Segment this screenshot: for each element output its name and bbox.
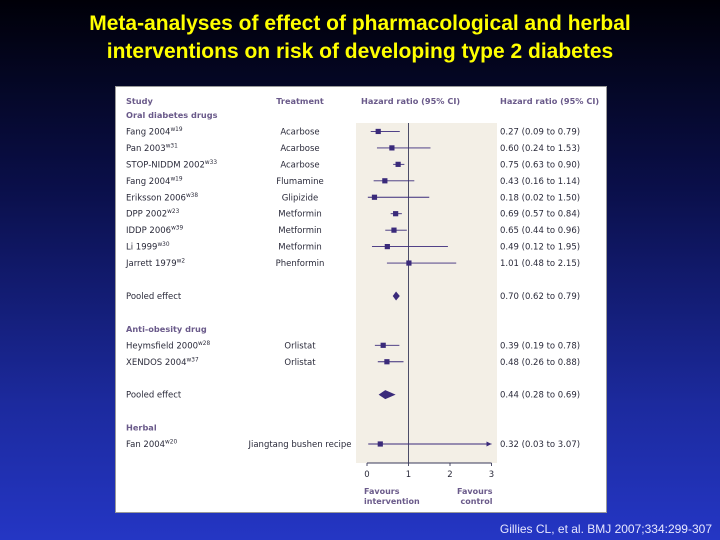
- study-label: DPP 2002w23: [126, 209, 180, 220]
- favours-intervention-line-2: intervention: [364, 497, 420, 506]
- header-treatment: Treatment: [276, 96, 324, 106]
- group-label: Anti-obesity drug: [126, 324, 207, 334]
- favours-control-line-1: Favours: [457, 487, 493, 496]
- treatment-label: Phenformin: [276, 259, 325, 269]
- slide-title-line-1: Meta-analyses of effect of pharmacologic…: [89, 12, 631, 35]
- slide-title-line-2: interventions on risk of developing type…: [106, 40, 614, 63]
- x-tick-label: 1: [406, 470, 411, 480]
- study-label: Heymsfield 2000w28: [126, 341, 210, 352]
- x-tick-label: 3: [489, 470, 494, 480]
- forest-plot: Study Treatment Hazard ratio (95% CI) Hazar…: [125, 96, 599, 506]
- header-ci: Hazard ratio (95% CI): [500, 96, 599, 106]
- study-reference: w19: [170, 176, 182, 182]
- study-label: Fang 2004w19: [126, 176, 183, 187]
- favours-control-line-2: control: [461, 497, 493, 506]
- group-label: Oral diabetes drugs: [126, 110, 218, 120]
- plot-area-shade: [356, 123, 497, 463]
- study-reference: w30: [157, 242, 169, 248]
- treatment-label: Metformin: [278, 243, 321, 253]
- study-label: Pan 2003w31: [126, 143, 178, 154]
- point-estimate: [375, 128, 381, 135]
- group-label: Herbal: [126, 423, 157, 433]
- treatment-label: Jiangtang bushen recipe: [247, 440, 351, 450]
- citation: Gillies CL, et al. BMJ 2007;334:299-307: [499, 522, 712, 536]
- point-estimate: [371, 194, 378, 200]
- treatment-label: Metformin: [278, 210, 321, 220]
- pooled-diamond: [392, 291, 400, 301]
- point-estimate: [382, 178, 388, 184]
- study-label: Fang 2004w19: [126, 127, 183, 138]
- x-tick-label: 2: [447, 470, 452, 480]
- treatment-label: Acarbose: [280, 127, 319, 137]
- header-study: Study: [126, 96, 154, 106]
- study-label: Eriksson 2006w38: [126, 193, 198, 204]
- ci-text: 0.70 (0.62 to 0.79): [500, 292, 580, 302]
- point-estimate: [406, 260, 412, 266]
- study-reference: w20: [165, 440, 177, 446]
- treatment-label: Flumamine: [276, 177, 323, 187]
- header-plot: Hazard ratio (95% CI): [361, 96, 460, 106]
- study-reference: w19: [170, 127, 182, 133]
- point-estimate: [384, 359, 390, 365]
- ci-text: 0.75 (0.63 to 0.90): [500, 160, 580, 170]
- ci-text: 0.69 (0.57 to 0.84): [500, 210, 580, 220]
- treatment-label: Acarbose: [280, 160, 319, 170]
- study-reference: w38: [186, 193, 198, 199]
- point-estimate: [389, 145, 395, 151]
- study-label: IDDP 2006w39: [126, 226, 183, 237]
- point-estimate: [395, 161, 401, 167]
- ci-text: 0.27 (0.09 to 0.79): [500, 127, 580, 137]
- pooled-diamond: [378, 390, 396, 400]
- treatment-label: Acarbose: [280, 144, 319, 154]
- study-reference: w33: [205, 160, 217, 166]
- study-label: Jarrett 1979w2: [125, 259, 185, 270]
- ci-text: 0.43 (0.16 to 1.14): [500, 177, 580, 187]
- slide-title: Meta-analyses of effect of pharmacologic…: [0, 10, 720, 66]
- point-estimate: [393, 211, 399, 217]
- favours-intervention-line-1: Favours: [364, 487, 400, 496]
- treatment-label: Metformin: [278, 226, 321, 236]
- ci-text: 0.48 (0.26 to 0.88): [500, 358, 580, 368]
- point-estimate: [377, 441, 383, 447]
- pooled-label: Pooled effect: [126, 292, 182, 302]
- study-label: Li 1999w30: [126, 242, 170, 253]
- ci-text: 0.60 (0.24 to 1.53): [500, 144, 580, 154]
- study-reference: w37: [187, 357, 199, 363]
- ci-text: 1.01 (0.48 to 2.15): [500, 259, 580, 269]
- pooled-label: Pooled effect: [126, 391, 182, 401]
- ci-text: 0.18 (0.02 to 1.50): [500, 193, 580, 203]
- forest-plot-panel: Study Treatment Hazard ratio (95% CI) Hazar…: [115, 86, 607, 513]
- ci-text: 0.32 (0.03 to 3.07): [500, 440, 580, 450]
- ci-text: 0.39 (0.19 to 0.78): [500, 341, 580, 351]
- study-label: XENDOS 2004w37: [126, 357, 199, 368]
- ci-arrow: [486, 441, 492, 447]
- study-reference: w39: [171, 226, 183, 232]
- x-tick-label: 0: [364, 470, 369, 480]
- point-estimate: [380, 342, 386, 348]
- ci-text: 0.49 (0.12 to 1.95): [500, 243, 580, 253]
- ci-text: 0.65 (0.44 to 0.96): [500, 226, 580, 236]
- study-reference: w23: [167, 209, 179, 215]
- ci-text: 0.44 (0.28 to 0.69): [500, 391, 580, 401]
- point-estimate: [384, 244, 390, 250]
- study-label: Fan 2004w20: [126, 440, 177, 451]
- treatment-label: Orlistat: [284, 341, 316, 351]
- treatment-label: Orlistat: [284, 358, 316, 368]
- study-reference: w2: [177, 259, 186, 265]
- treatment-label: Glipizide: [282, 193, 319, 203]
- point-estimate: [391, 227, 397, 233]
- study-label: STOP-NIDDM 2002w33: [126, 160, 217, 171]
- study-reference: w28: [198, 341, 210, 347]
- study-reference: w31: [166, 143, 178, 149]
